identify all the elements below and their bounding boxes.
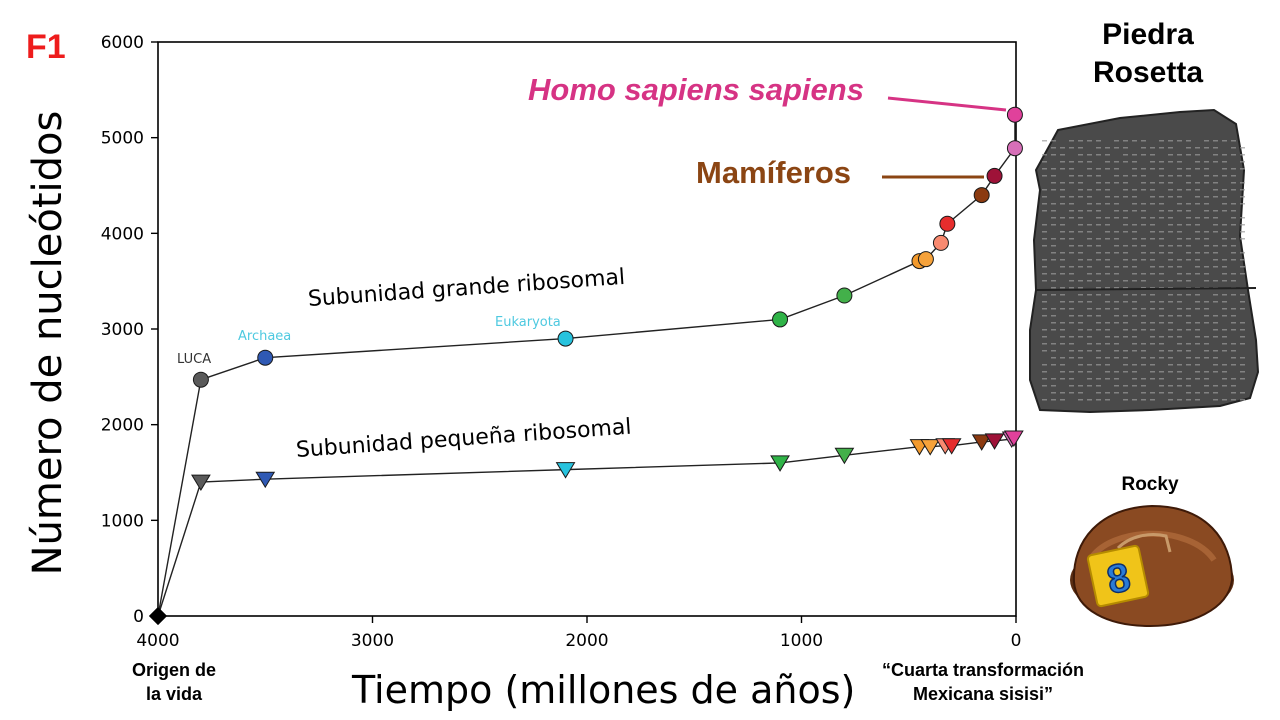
small-subunit-point [555,462,576,479]
mamiferos-label: Mamíferos [696,155,852,190]
cuarta-annotation: “Cuarta transformación Mexicana sisisi” [848,658,1118,707]
y-tick-label: 4000 [101,224,144,244]
cuarta-line-2: Mexicana sisisi” [912,684,1054,705]
rocky-label: Rocky [1121,474,1179,495]
x-tick-label: 0 [1011,631,1022,651]
small-subunit-point [1003,430,1024,448]
x-tick-label: 1000 [780,631,823,651]
cuarta-line-1: “Cuarta transformación [881,660,1085,680]
x-tick-label: 3000 [351,631,394,651]
y-tick-label: 1000 [101,511,144,531]
x-axis-label: Tiempo (millones de años) [352,668,856,712]
x-tick-label: 4000 [136,631,179,651]
piedra-line-2: Rosetta [1092,55,1204,89]
archaea-label: Archaea [238,329,291,344]
large-subunit-point [939,215,956,232]
homo-leader-line [887,96,1007,112]
rosetta-stone-image [1029,108,1260,414]
y-tick-label: 6000 [101,33,144,53]
small-subunit-point [971,434,992,451]
large-subunit-point [257,349,274,366]
eukaryota-label: Eukaryota [495,315,561,330]
large-subunit-point [557,330,574,347]
rocky-image: 8 [1070,504,1234,628]
large-subunit-point [1006,106,1023,123]
x-tick-label: 2000 [565,631,608,651]
large-subunit-point [932,234,949,251]
axes: 0 1000 2000 3000 4000 5000 6000 4000 3000 2000 100… [101,33,1022,651]
small-subunit-point [255,471,276,489]
small-subunit-point [984,433,1005,450]
series-line-2 [157,437,1015,617]
series-layer [149,106,1024,625]
origin-line-1: Origen de [131,660,216,680]
series-line-1 [157,114,1016,617]
y-axis-label: Número de nucleótidos [25,110,71,576]
y-tick-label: 2000 [101,416,144,436]
small-subunit-point [770,455,790,472]
y-tick-label: 0 [133,607,144,627]
small-subunit-point [941,438,962,455]
homo-sapiens-label: Homo sapiens sapiens [528,72,864,107]
origin-line-2: la vida [145,684,203,705]
large-subunit-point [973,187,990,204]
y-tick-label: 5000 [101,129,144,149]
piedra-rosetta-title: Piedra Rosetta [1062,16,1234,91]
origin-annotation: Origen de la vida [110,658,238,707]
origin-point [149,607,167,625]
large-subunit-point [772,311,789,328]
panel-label: F1 [26,28,66,66]
large-subunit-point [1006,140,1023,157]
piedra-line-1: Piedra [1102,18,1194,51]
large-subunit-point [192,371,209,388]
large-subunit-point [836,287,853,304]
large-subunit-point [986,167,1003,184]
small-subunit-point [191,474,211,492]
large-subunit-point [917,251,934,268]
small-subunit-point [920,439,941,456]
y-tick-label: 3000 [101,320,144,340]
small-subunit-point [834,447,855,465]
luca-label: LUCA [177,352,211,367]
